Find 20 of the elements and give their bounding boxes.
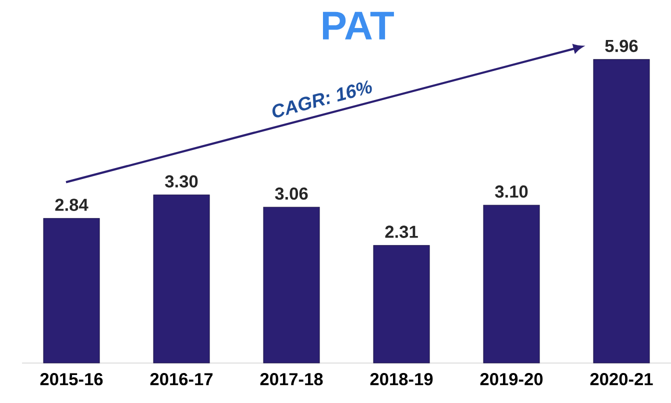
bar: [153, 194, 210, 364]
data-label: 3.06: [275, 187, 308, 200]
x-tick-label: 2016-17: [150, 373, 213, 386]
x-tick-label: 2020-21: [590, 373, 653, 386]
x-tick-label: 2015-16: [40, 373, 103, 386]
data-label: 3.30: [165, 175, 198, 188]
data-label: 2.84: [55, 198, 88, 211]
bar: [483, 204, 540, 364]
x-tick-label: 2017-18: [260, 373, 323, 386]
bar: [43, 218, 100, 364]
chart-title: PAT: [322, 12, 394, 40]
x-tick-label: 2019-20: [480, 373, 543, 386]
bar: [373, 245, 430, 364]
annotation: CAGR: 16%: [272, 80, 372, 118]
bar: [263, 206, 320, 364]
data-label: 2.31: [385, 226, 418, 238]
data-label: 5.96: [605, 40, 638, 52]
x-tick-label: 2018-19: [370, 373, 433, 386]
data-label: 3.10: [495, 185, 528, 198]
bar: [593, 59, 650, 364]
